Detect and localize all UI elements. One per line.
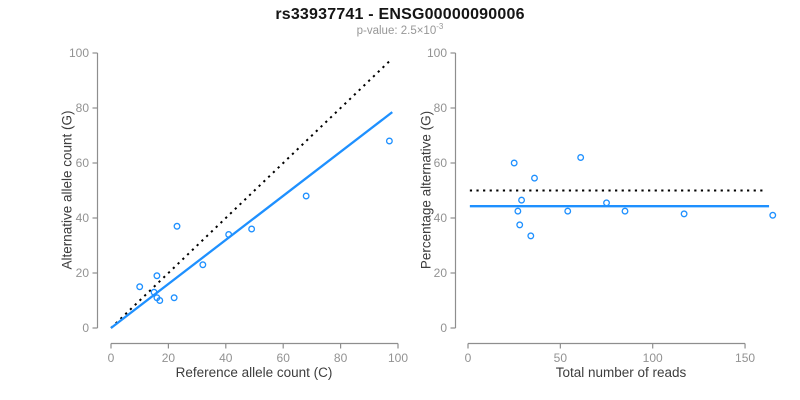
data-point [150, 288, 158, 296]
x-tick-label: 0 [465, 351, 472, 365]
data-point [153, 272, 161, 280]
data-point [769, 211, 777, 219]
y-tick-label: 40 [434, 211, 448, 225]
y-tick-label: 100 [69, 46, 89, 60]
y-tick-label: 20 [434, 266, 448, 280]
data-point [248, 225, 256, 233]
x-axis-title-right: Total number of reads [555, 365, 687, 380]
data-point [531, 174, 538, 182]
data-point [385, 137, 393, 145]
x-tick-label: 0 [108, 351, 115, 365]
data-point [199, 261, 207, 269]
data-point [518, 196, 526, 204]
y-tick-label: 100 [427, 46, 447, 60]
x-tick-label: 50 [554, 351, 568, 365]
data-point [680, 210, 688, 218]
data-point [621, 207, 629, 215]
x-tick-label: 80 [334, 351, 348, 365]
data-point [577, 154, 585, 161]
x-tick-label: 100 [643, 351, 663, 365]
data-point [603, 199, 610, 207]
chart-title: rs33937741 - ENSG00000090006 [275, 6, 525, 23]
identity-line [110, 60, 391, 329]
y-tick-label: 0 [440, 321, 447, 335]
data-point [510, 159, 518, 167]
p-value-exponent: -3 [436, 22, 444, 32]
x-tick-label: 150 [735, 351, 755, 365]
data-point [527, 232, 535, 240]
data-point [564, 207, 572, 215]
data-point [136, 283, 144, 291]
p-value-label: p-value: 2.5×10-3 [0, 22, 800, 37]
y-tick-label: 60 [76, 156, 90, 170]
data-point [516, 221, 524, 229]
data-point [225, 231, 233, 238]
y-tick-label: 80 [76, 101, 90, 115]
x-axis-title-left: Reference allele count (C) [175, 365, 333, 380]
x-tick-label: 60 [277, 351, 291, 365]
data-point [514, 207, 522, 215]
regression-line [110, 111, 393, 329]
p-value-text: p-value: 2.5×10 [356, 25, 437, 37]
data-point [173, 222, 181, 230]
x-tick-label: 40 [219, 351, 233, 365]
data-point [156, 297, 164, 304]
data-point [302, 192, 310, 200]
y-axis-title-right: Percentage alternative (G) [418, 110, 434, 270]
y-tick-label: 60 [434, 156, 448, 170]
y-tick-label: 20 [76, 266, 90, 280]
x-tick-label: 20 [162, 351, 176, 365]
x-tick-label: 100 [388, 351, 408, 365]
y-tick-label: 80 [434, 101, 448, 115]
y-tick-label: 0 [82, 321, 89, 335]
y-tick-label: 40 [76, 211, 90, 225]
y-axis-title-left: Alternative allele count (G) [59, 110, 75, 270]
data-point [170, 294, 178, 302]
